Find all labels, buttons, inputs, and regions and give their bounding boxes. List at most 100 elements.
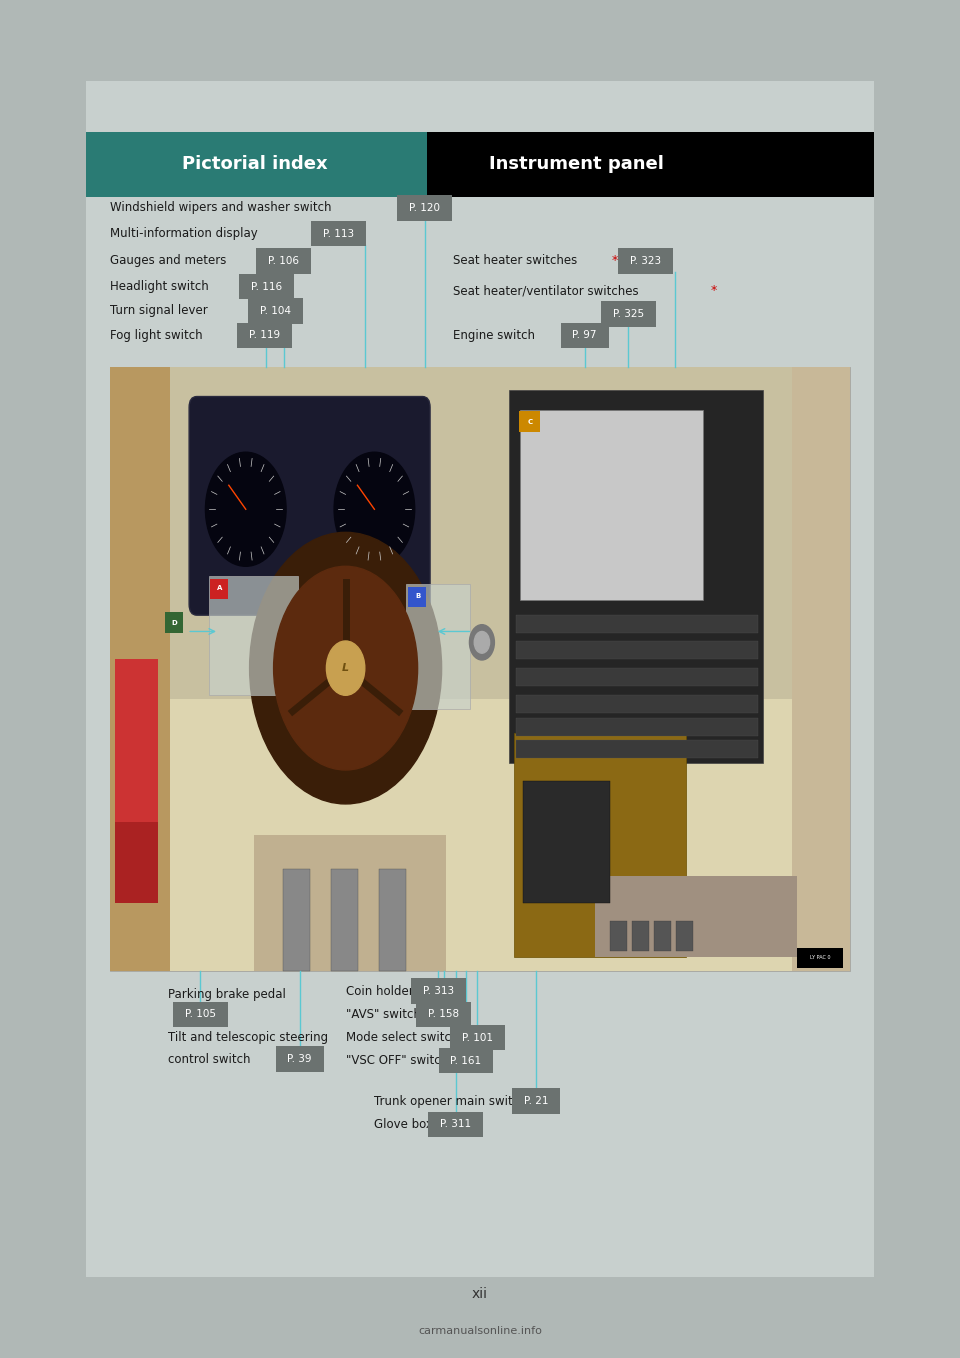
Text: P. 105: P. 105	[184, 1009, 216, 1020]
Text: Parking brake pedal: Parking brake pedal	[168, 987, 286, 1001]
Text: P. 323: P. 323	[630, 255, 661, 266]
Text: P. 106: P. 106	[268, 255, 300, 266]
FancyBboxPatch shape	[449, 1024, 505, 1051]
Text: P. 313: P. 313	[422, 986, 454, 997]
Bar	[610, 921, 627, 951]
Text: P. 97: P. 97	[572, 330, 597, 341]
Bar	[516, 718, 758, 736]
FancyBboxPatch shape	[439, 1048, 493, 1073]
Bar	[427, 132, 874, 197]
Text: P. 101: P. 101	[462, 1032, 492, 1043]
Text: LY PAC 0: LY PAC 0	[809, 955, 830, 960]
Bar	[86, 132, 427, 197]
Bar	[86, 81, 874, 1277]
Circle shape	[334, 452, 415, 566]
Text: Fog light switch: Fog light switch	[110, 329, 203, 342]
Text: C: C	[527, 420, 533, 425]
Text: Engine switch: Engine switch	[453, 329, 535, 342]
Bar	[792, 367, 850, 971]
Bar	[632, 921, 649, 951]
Bar	[110, 367, 170, 971]
Text: P. 161: P. 161	[450, 1055, 482, 1066]
FancyBboxPatch shape	[411, 978, 466, 1005]
FancyBboxPatch shape	[417, 1002, 471, 1027]
Text: Multi-information display: Multi-information display	[110, 227, 258, 240]
Bar	[516, 695, 758, 713]
Text: L: L	[342, 663, 349, 674]
Text: carmanualsonline.info: carmanualsonline.info	[418, 1325, 542, 1336]
Bar	[254, 835, 446, 971]
Text: Gauges and meters: Gauges and meters	[110, 254, 227, 268]
Bar	[523, 781, 610, 903]
Text: *: *	[710, 284, 717, 297]
Bar	[516, 740, 758, 758]
Text: *: *	[612, 254, 618, 268]
FancyBboxPatch shape	[210, 579, 228, 599]
Bar	[209, 576, 298, 695]
Text: P. 119: P. 119	[249, 330, 280, 341]
Bar	[520, 410, 703, 600]
Text: Coin holder: Coin holder	[346, 985, 414, 998]
Text: P. 113: P. 113	[323, 228, 354, 239]
Circle shape	[474, 631, 490, 653]
Circle shape	[326, 641, 365, 695]
FancyBboxPatch shape	[165, 612, 183, 633]
Bar	[331, 869, 358, 971]
Bar	[406, 584, 470, 709]
Text: Pictorial index: Pictorial index	[181, 155, 327, 174]
FancyBboxPatch shape	[561, 322, 609, 348]
Text: A: A	[217, 585, 223, 591]
FancyBboxPatch shape	[248, 297, 302, 323]
Text: Mode select switch: Mode select switch	[346, 1031, 458, 1044]
Bar	[509, 390, 763, 763]
Circle shape	[469, 625, 494, 660]
FancyBboxPatch shape	[173, 1002, 228, 1027]
Bar	[595, 876, 797, 957]
Text: "AVS" switch: "AVS" switch	[346, 1008, 420, 1021]
Text: Seat heater switches: Seat heater switches	[453, 254, 577, 268]
Text: Trunk opener main switch: Trunk opener main switch	[374, 1095, 527, 1108]
FancyBboxPatch shape	[408, 587, 426, 607]
Bar	[283, 869, 310, 971]
FancyBboxPatch shape	[311, 220, 366, 247]
Text: "VSC OFF" switch: "VSC OFF" switch	[346, 1054, 447, 1067]
FancyBboxPatch shape	[237, 322, 292, 348]
Text: B: B	[415, 593, 420, 599]
Bar	[110, 367, 850, 971]
FancyBboxPatch shape	[239, 274, 294, 299]
Text: Seat heater/ventilator switches: Seat heater/ventilator switches	[453, 284, 638, 297]
Bar	[516, 641, 758, 659]
Text: P. 39: P. 39	[287, 1054, 312, 1065]
FancyBboxPatch shape	[519, 411, 540, 432]
Bar	[514, 733, 686, 957]
Text: P. 325: P. 325	[612, 308, 644, 319]
Text: control switch: control switch	[168, 1052, 251, 1066]
FancyBboxPatch shape	[512, 1089, 560, 1114]
Text: Instrument panel: Instrument panel	[489, 155, 663, 174]
Text: P. 158: P. 158	[428, 1009, 459, 1020]
Circle shape	[250, 532, 442, 804]
Text: xii: xii	[472, 1287, 488, 1301]
FancyBboxPatch shape	[601, 300, 656, 326]
Circle shape	[274, 566, 418, 770]
Text: P. 120: P. 120	[409, 202, 441, 213]
Bar	[379, 869, 406, 971]
Text: P. 21: P. 21	[523, 1096, 548, 1107]
FancyBboxPatch shape	[256, 247, 311, 274]
Circle shape	[205, 452, 286, 566]
Text: Tilt and telescopic steering: Tilt and telescopic steering	[168, 1031, 328, 1044]
FancyBboxPatch shape	[618, 247, 673, 274]
FancyBboxPatch shape	[276, 1046, 324, 1073]
Bar	[115, 822, 158, 903]
Text: P. 116: P. 116	[251, 281, 282, 292]
Text: D: D	[172, 621, 178, 626]
FancyBboxPatch shape	[428, 1111, 483, 1138]
Text: Windshield wipers and washer switch: Windshield wipers and washer switch	[110, 201, 332, 215]
Text: Glove box: Glove box	[374, 1118, 433, 1131]
FancyBboxPatch shape	[397, 196, 452, 220]
Bar	[115, 659, 158, 903]
Bar	[110, 367, 850, 699]
Bar	[516, 668, 758, 686]
Bar	[654, 921, 671, 951]
Bar	[516, 615, 758, 633]
